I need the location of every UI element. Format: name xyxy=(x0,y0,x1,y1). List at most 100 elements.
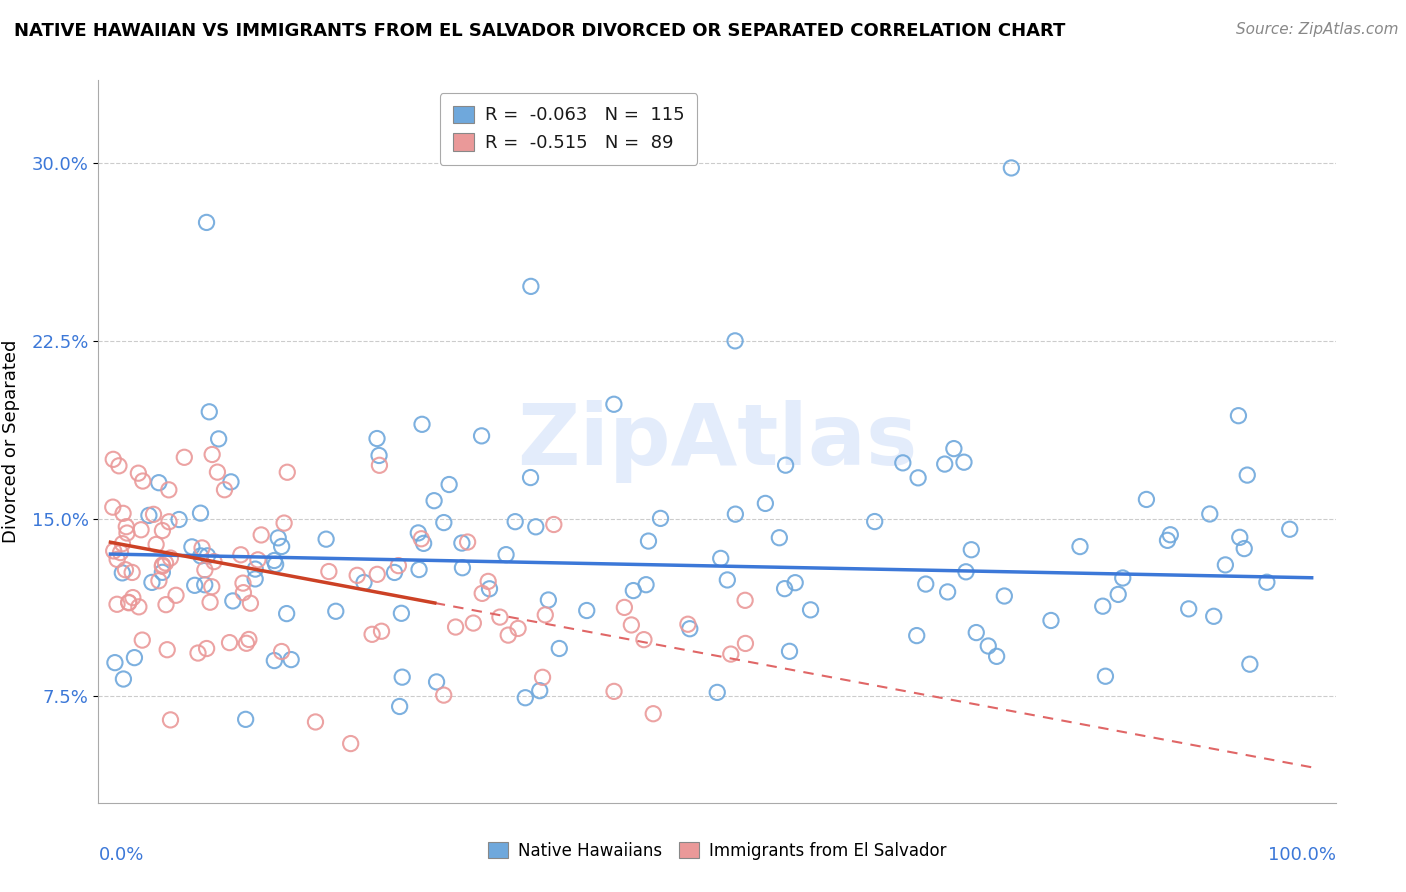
Point xyxy=(339,737,361,751)
Point xyxy=(1091,599,1114,614)
Point xyxy=(1039,614,1062,628)
Point xyxy=(267,531,290,545)
Point xyxy=(114,563,136,577)
Point xyxy=(444,620,467,634)
Point xyxy=(148,574,170,588)
Point xyxy=(451,560,474,574)
Point xyxy=(353,575,375,590)
Point xyxy=(775,458,797,472)
Point xyxy=(391,670,413,684)
Point xyxy=(145,537,167,551)
Point xyxy=(280,652,302,666)
Point xyxy=(706,685,728,699)
Point xyxy=(457,535,479,549)
Point xyxy=(506,622,529,636)
Point xyxy=(773,582,796,596)
Point xyxy=(1202,609,1225,624)
Point xyxy=(779,644,801,658)
Point xyxy=(408,525,430,540)
Point xyxy=(183,578,205,592)
Point xyxy=(142,508,165,522)
Point xyxy=(1156,533,1178,548)
Point xyxy=(1215,558,1237,572)
Point xyxy=(150,559,173,574)
Point xyxy=(543,517,565,532)
Point xyxy=(1094,669,1116,683)
Point xyxy=(104,656,127,670)
Point xyxy=(202,555,225,569)
Point xyxy=(243,572,266,586)
Point xyxy=(318,565,340,579)
Text: NATIVE HAWAIIAN VS IMMIGRANTS FROM EL SALVADOR DIVORCED OR SEPARATED CORRELATION: NATIVE HAWAIIAN VS IMMIGRANTS FROM EL SA… xyxy=(14,22,1066,40)
Point xyxy=(115,526,138,541)
Point xyxy=(412,536,434,550)
Point xyxy=(361,627,384,641)
Point xyxy=(650,511,672,525)
Point xyxy=(235,712,257,726)
Point xyxy=(194,578,217,592)
Point xyxy=(724,507,747,521)
Point xyxy=(720,647,742,661)
Point xyxy=(1236,468,1258,483)
Point xyxy=(679,622,702,636)
Point xyxy=(907,471,929,485)
Point xyxy=(187,646,209,660)
Point xyxy=(384,566,406,580)
Point xyxy=(208,432,231,446)
Point xyxy=(152,524,174,538)
Point xyxy=(138,508,160,523)
Point xyxy=(112,672,135,686)
Point xyxy=(450,536,472,550)
Point xyxy=(157,483,180,497)
Point xyxy=(537,593,560,607)
Point xyxy=(977,639,1000,653)
Point xyxy=(232,585,254,599)
Point xyxy=(965,625,987,640)
Point xyxy=(118,595,141,609)
Point xyxy=(529,683,551,698)
Point xyxy=(1177,602,1199,616)
Point xyxy=(1112,571,1135,585)
Point xyxy=(519,470,541,484)
Point xyxy=(246,553,269,567)
Point xyxy=(637,534,659,549)
Point xyxy=(800,603,823,617)
Point xyxy=(195,641,218,656)
Point xyxy=(129,523,152,537)
Point xyxy=(368,449,391,463)
Point xyxy=(103,544,125,558)
Point xyxy=(960,542,983,557)
Point xyxy=(411,532,433,546)
Point xyxy=(1229,530,1251,544)
Point xyxy=(366,432,388,446)
Point xyxy=(103,452,125,467)
Point xyxy=(239,596,262,610)
Point xyxy=(110,545,132,559)
Point xyxy=(128,599,150,614)
Point xyxy=(304,714,326,729)
Point xyxy=(934,457,956,471)
Point xyxy=(1278,522,1301,536)
Point xyxy=(1000,161,1022,175)
Point xyxy=(165,588,187,602)
Point xyxy=(127,466,149,480)
Point xyxy=(118,596,141,610)
Point xyxy=(273,516,295,530)
Point xyxy=(477,574,499,589)
Point xyxy=(111,537,134,551)
Point xyxy=(1159,527,1181,541)
Point xyxy=(603,397,626,411)
Text: 0.0%: 0.0% xyxy=(98,847,143,864)
Point xyxy=(325,604,347,618)
Point xyxy=(620,618,643,632)
Point xyxy=(1239,657,1261,672)
Point xyxy=(105,552,128,566)
Point xyxy=(891,456,914,470)
Point xyxy=(201,580,224,594)
Point xyxy=(131,633,153,648)
Point xyxy=(167,512,190,526)
Point xyxy=(388,699,411,714)
Point xyxy=(156,642,179,657)
Point xyxy=(768,531,790,545)
Point xyxy=(863,515,886,529)
